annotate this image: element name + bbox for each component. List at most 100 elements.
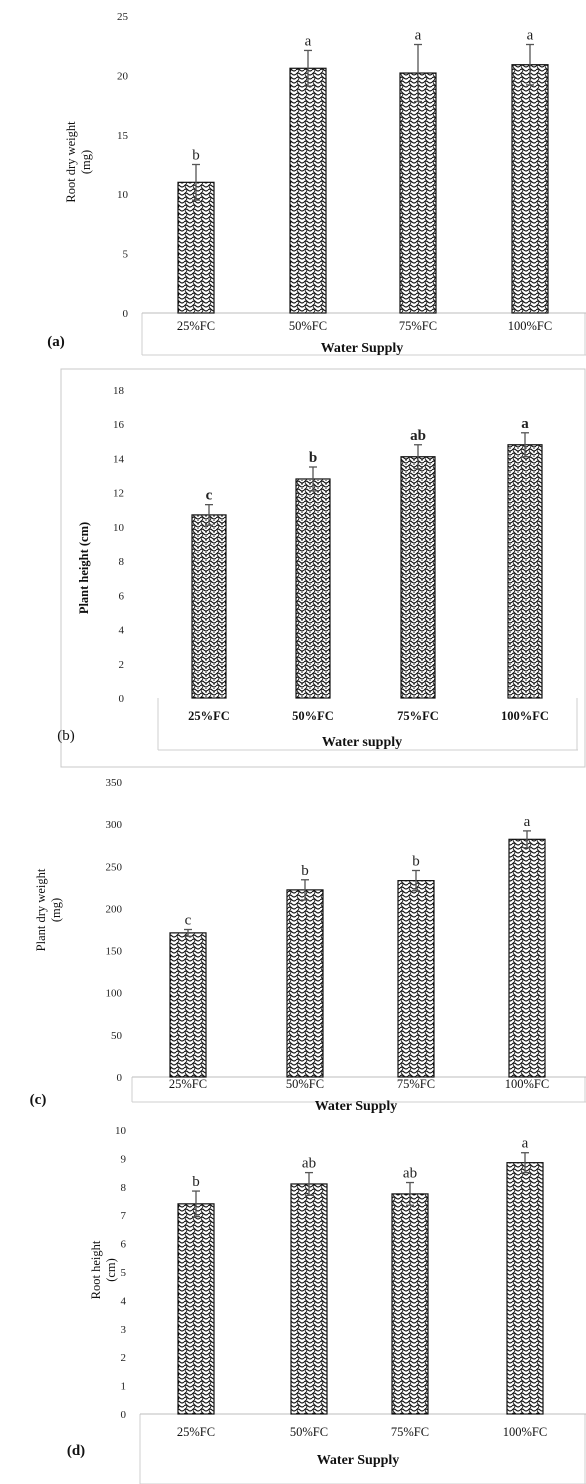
y-tick-label: 10 [115, 1125, 127, 1137]
y-tick-label: 10 [113, 522, 125, 534]
bar [169, 932, 207, 1078]
category-label: 100%FC [505, 1077, 549, 1091]
chart-panel-d: 0 1 2 3 4 5 6 7 8 9 10 b 25%FC ab 50%FC ab 75%FC a 100%FC W… [0, 1120, 586, 1484]
y-tick-label: 200 [106, 903, 123, 915]
bar [177, 181, 215, 314]
significance-letter: a [305, 33, 312, 49]
significance-letter: b [412, 854, 420, 870]
category-label: 50%FC [290, 1425, 328, 1439]
chart-panel-c: 0 50 100 150 200 250 300 350 c 25%FC b 50%FC b 75%FC a… [0, 774, 586, 1118]
category-label: 25%FC [177, 319, 215, 333]
x-axis-title: Water Supply [321, 341, 404, 356]
y-tick-label: 16 [113, 419, 125, 431]
bar [286, 889, 324, 1078]
chart-c-svg: 0 50 100 150 200 250 300 350 c 25%FC b 50%FC b 75%FC a… [30, 777, 586, 1114]
bar [397, 880, 435, 1078]
y-tick-label: 350 [106, 777, 123, 789]
significance-letter: a [527, 28, 534, 44]
y-tick-label: 9 [121, 1153, 127, 1165]
category-label: 50%FC [286, 1077, 324, 1091]
significance-letter: ab [302, 1156, 316, 1172]
y-tick-label: 5 [123, 249, 129, 261]
y-tick-label: 7 [121, 1210, 127, 1222]
category-label: 100%FC [503, 1425, 547, 1439]
y-tick-label: 0 [117, 1072, 123, 1084]
y-tick-label: 300 [106, 819, 123, 831]
bar [507, 444, 543, 699]
chart-d-svg: 0 1 2 3 4 5 6 7 8 9 10 b 25%FC ab 50%FC ab 75%FC a 100%FC W… [67, 1125, 586, 1484]
y-axis-title: Plant dry weight(mg) [34, 868, 63, 951]
panel-label: (d) [67, 1443, 85, 1459]
y-tick-label: 0 [121, 1409, 127, 1421]
category-label: 25%FC [169, 1077, 207, 1091]
y-tick-label: 10 [117, 189, 129, 201]
significance-letter: ab [403, 1166, 417, 1182]
y-axis-title: Plant height (cm) [77, 522, 91, 614]
x-axis-title: Water supply [322, 735, 402, 750]
bar [399, 72, 437, 314]
y-tick-label: 150 [106, 946, 123, 958]
y-tick-label: 1 [121, 1381, 127, 1393]
significance-letter: b [192, 148, 200, 164]
y-tick-label: 6 [119, 590, 125, 602]
panel-label: (a) [47, 334, 65, 350]
chart-panel-b: 0 2 4 6 8 10 12 14 16 18 c 25%FC b 50%FC ab 75%FC a 100%F… [0, 368, 586, 770]
y-tick-label: 100 [106, 988, 123, 1000]
significance-letter: a [522, 1136, 529, 1152]
y-tick-label: 20 [117, 70, 129, 82]
y-tick-label: 15 [117, 130, 129, 142]
significance-letter: a [415, 28, 422, 44]
panel-label: (c) [30, 1092, 47, 1108]
y-tick-label: 3 [121, 1324, 127, 1336]
y-tick-label: 4 [119, 625, 125, 637]
y-tick-label: 0 [123, 308, 129, 320]
bar [177, 1203, 215, 1415]
y-tick-label: 2 [121, 1352, 127, 1364]
bar [289, 67, 327, 314]
significance-letter: c [185, 913, 192, 929]
category-label: 75%FC [399, 319, 437, 333]
significance-letter: b [192, 1174, 200, 1190]
category-label: 100%FC [508, 319, 552, 333]
bar [191, 514, 227, 699]
y-tick-label: 50 [111, 1030, 123, 1042]
chart-frame [60, 368, 586, 768]
significance-letter: b [309, 450, 317, 466]
category-label: 50%FC [289, 319, 327, 333]
y-tick-label: 5 [121, 1267, 127, 1279]
chart-a-svg: 0 5 10 15 20 25 b 25%FC a 50%FC a 75%FC a 100%FC Water… [47, 11, 586, 356]
bar [506, 1162, 544, 1415]
category-label: 75%FC [397, 1077, 435, 1091]
category-label: 25%FC [177, 1425, 215, 1439]
y-tick-label: 12 [113, 488, 124, 500]
y-tick-label: 2 [119, 659, 125, 671]
significance-letter: a [524, 814, 531, 830]
chart-panel-a: 0 5 10 15 20 25 b 25%FC a 50%FC a 75%FC a 100%FC Water… [0, 0, 586, 362]
category-label: 50%FC [292, 709, 334, 723]
bar [391, 1193, 429, 1415]
x-axis-title: Water Supply [315, 1099, 398, 1114]
x-axis-title: Water Supply [317, 1453, 400, 1468]
y-tick-label: 14 [113, 453, 125, 465]
significance-letter: ab [410, 428, 426, 444]
category-label: 75%FC [391, 1425, 429, 1439]
y-tick-label: 0 [119, 693, 125, 705]
panel-label: (b) [57, 728, 75, 744]
significance-letter: c [206, 488, 213, 504]
y-tick-label: 25 [117, 11, 129, 23]
category-label: 100%FC [501, 709, 549, 723]
bar [508, 838, 546, 1078]
significance-letter: b [301, 863, 309, 879]
category-label: 25%FC [188, 709, 230, 723]
y-tick-label: 6 [121, 1239, 127, 1251]
y-axis-title: Root dry weight(mg) [64, 121, 93, 203]
category-label: 75%FC [397, 709, 439, 723]
y-tick-label: 8 [119, 556, 125, 568]
y-axis-title: Root height(cm) [89, 1240, 118, 1299]
y-tick-label: 8 [121, 1182, 127, 1194]
y-tick-label: 18 [113, 385, 125, 397]
y-tick-label: 4 [121, 1295, 127, 1307]
y-tick-label: 250 [106, 861, 123, 873]
bar [295, 478, 331, 699]
chart-b-svg: 0 2 4 6 8 10 12 14 16 18 c 25%FC b 50%FC ab 75%FC a 100%F… [57, 368, 586, 768]
